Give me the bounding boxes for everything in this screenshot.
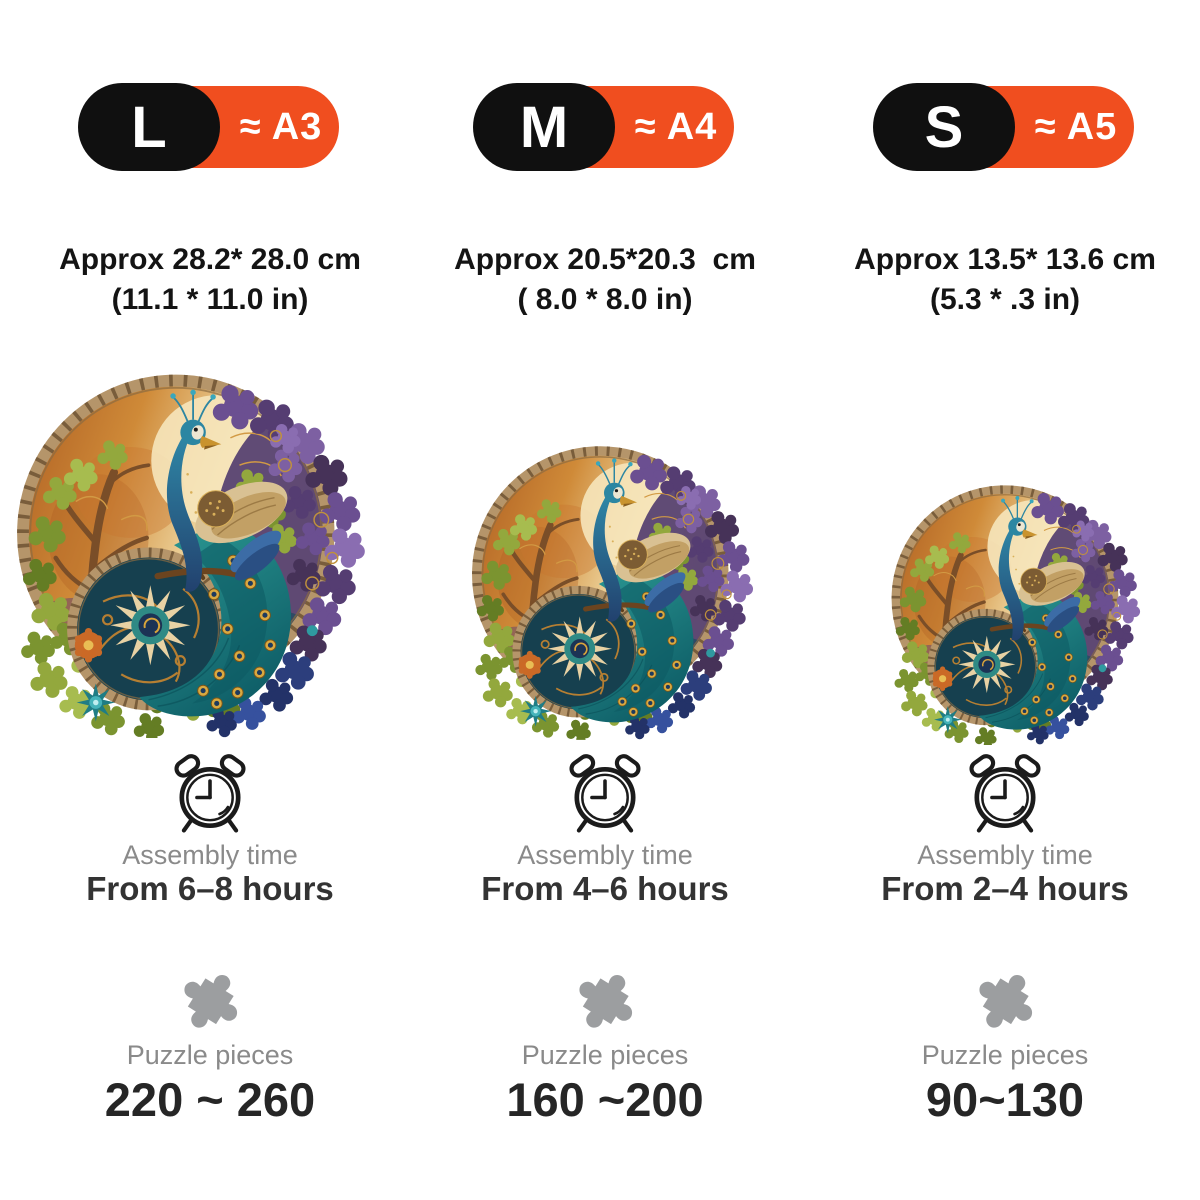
assembly-time-label: Assembly time	[122, 840, 298, 870]
puzzle-pieces-label: Puzzle pieces	[521, 1040, 689, 1070]
peacock-puzzle-art-small	[888, 472, 1148, 745]
alarm-clock-icon	[961, 748, 1049, 836]
assembly-time-value: From 6–8 hours	[86, 870, 334, 907]
puzzle-pieces-label: Puzzle pieces	[921, 1040, 1089, 1070]
assembly-time-value: From 2–4 hours	[881, 870, 1129, 907]
assembly-time-label: Assembly time	[917, 840, 1093, 870]
puzzle-piece-icon	[158, 946, 263, 1051]
size-column-s: S ≈ A5 Approx 13.5* 13.6 cm (5.3 * .3 in…	[805, 0, 1200, 1200]
size-column-l: L ≈ A3 Approx 28.2* 28.0 cm (11.1 * 11.0…	[10, 0, 410, 1200]
puzzle-piece-icon	[953, 946, 1058, 1051]
puzzle-pieces-value: 220 ~ 260	[104, 1073, 316, 1126]
paper-size-label: ≈ A3	[239, 105, 323, 148]
dimensions-block: Approx 20.5*20.3 cm ( 8.0 * 8.0 in)	[405, 240, 805, 320]
dimensions-block: Approx 28.2* 28.0 cm (11.1 * 11.0 in)	[10, 240, 410, 320]
size-letter-label: L	[78, 83, 220, 171]
alarm-clock-icon	[561, 748, 649, 836]
dimensions-block: Approx 13.5* 13.6 cm (5.3 * .3 in)	[805, 240, 1200, 320]
assembly-time-label: Assembly time	[517, 840, 693, 870]
size-letter-label: S	[873, 83, 1015, 171]
size-column-m: M ≈ A4 Approx 20.5*20.3 cm ( 8.0 * 8.0 i…	[405, 0, 805, 1200]
peacock-puzzle-art-large	[12, 356, 376, 738]
alarm-clock-icon	[166, 748, 254, 836]
peacock-puzzle-art-medium	[468, 431, 762, 740]
assembly-time-value: From 4–6 hours	[481, 870, 729, 907]
puzzle-pieces-value: 90~130	[925, 1073, 1085, 1126]
puzzle-piece-icon	[553, 946, 658, 1051]
size-badge-s: S ≈ A5	[873, 83, 1134, 171]
puzzle-pieces-value: 160 ~200	[506, 1073, 704, 1126]
dimensions-cm: Approx 13.5* 13.6 cm	[854, 243, 1156, 276]
size-badge-m: M ≈ A4	[473, 83, 734, 171]
dimensions-in: (11.1 * 11.0 in)	[111, 283, 309, 316]
paper-size-label: ≈ A4	[634, 105, 718, 148]
dimensions-in: (5.3 * .3 in)	[929, 283, 1081, 316]
dimensions-cm: Approx 28.2* 28.0 cm	[59, 243, 361, 276]
size-badge-l: L ≈ A3	[78, 83, 339, 171]
puzzle-pieces-label: Puzzle pieces	[126, 1040, 294, 1070]
dimensions-in: ( 8.0 * 8.0 in)	[517, 283, 693, 316]
size-letter-label: M	[473, 83, 615, 171]
dimensions-cm: Approx 20.5*20.3 cm	[454, 243, 756, 276]
paper-size-label: ≈ A5	[1034, 105, 1118, 148]
